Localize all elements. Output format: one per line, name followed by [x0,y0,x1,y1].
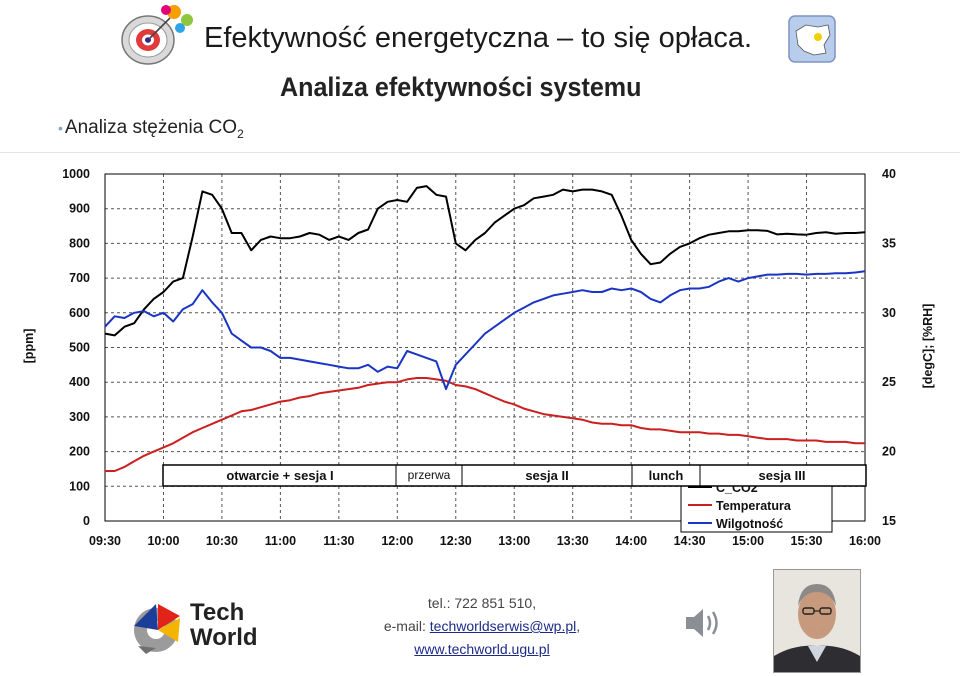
left-tick-label: 200 [69,445,90,459]
series-lines [104,185,866,472]
left-tick-label: 900 [69,202,90,216]
header-divider [0,152,960,153]
logo-line-world: World [190,624,258,651]
contact-phone: tel.: 722 851 510, [427,595,537,611]
right-tick-label: 40 [882,167,896,181]
series-line-temperature [105,377,865,472]
bullet-dot-icon: • [58,120,63,136]
legend-label-temperature: Temperatura [716,499,792,513]
left-tick-label: 400 [69,375,90,389]
x-tick-label: 12:30 [440,534,472,548]
left-axis-labels: 0 100 200 300 400 500 600 700 800 900 1000 [62,167,90,528]
right-tick-label: 30 [882,306,896,320]
x-tick-label: 12:00 [381,534,413,548]
left-tick-label: 600 [69,306,90,320]
right-tick-label: 25 [882,375,896,389]
co2-chart: 0 100 200 300 400 500 600 700 800 900 1000 15 20 25 3… [22,167,935,548]
page-title: Efektywność energetyczna – to się opłaca… [204,22,753,54]
plot-frame [104,173,866,522]
right-tick-label: 20 [882,445,896,459]
left-tick-label: 800 [69,236,90,250]
bullet-subscript: 2 [237,126,244,141]
left-tick-label: 700 [69,271,90,285]
right-tick-label: 35 [882,236,896,250]
email-prefix: e-mail: [383,618,430,634]
x-tick-label: 15:00 [732,534,764,548]
right-tick-label: 15 [882,514,896,528]
series-line-humidity [104,270,866,391]
speaker-photo [773,569,861,673]
logo-line-tech: Tech [190,599,245,626]
logo-text: Tech World [190,600,258,650]
session-lunch: lunch [649,468,684,483]
session-opening: otwarcie + sesja I [226,468,333,483]
left-tick-label: 500 [69,341,90,355]
x-tick-label: 10:00 [147,534,179,548]
person-photo-icon [774,570,860,672]
website-link[interactable]: www.techworld.ugu.pl [414,641,550,657]
left-tick-label: 0 [83,514,90,528]
left-tick-label: 1000 [62,167,90,181]
session-break: przerwa [408,468,451,482]
series-line-co2 [104,185,866,337]
left-axis-title: [ppm] [22,329,36,364]
x-tick-label: 09:30 [89,534,121,548]
right-axis-title: [degC]; [%RH] [921,304,935,389]
email-suffix: , [576,618,581,634]
x-tick-label: 15:30 [791,534,823,548]
contact-info: tel.: 722 851 510, e-mail: techworldserw… [372,592,592,661]
map-logo-icon [788,15,836,63]
session-three: sesja III [759,468,806,483]
speaker-icon[interactable] [683,605,723,641]
left-tick-label: 100 [69,479,90,493]
session-band: otwarcie + sesja I przerwa sesja II lunc… [162,464,867,487]
legend-label-humidity: Wilgotność [716,517,783,531]
x-tick-label: 14:00 [615,534,647,548]
x-tick-label: 13:00 [498,534,530,548]
x-axis-labels: 09:30 10:00 10:30 11:00 11:30 12:00 12:30 13:00… [89,534,881,548]
x-tick-label: 11:00 [265,534,296,548]
contact-email-line: e-mail: techworldserwis@wp.pl, [372,615,592,638]
email-link[interactable]: techworldserwis@wp.pl [429,618,577,634]
x-tick-label: 14:30 [674,534,706,548]
bullet-co2: • Analiza stężenia CO2 [58,117,244,141]
x-tick-label: 16:00 [849,534,881,548]
bullet-text: Analiza stężenia CO [64,117,238,138]
session-two: sesja II [525,468,568,483]
x-tick-label: 10:30 [206,534,238,548]
x-tick-label: 13:30 [557,534,589,548]
left-tick-label: 300 [69,410,90,424]
page-subtitle: Analiza efektywności systemu [280,72,642,102]
dartboard-logo-icon [121,5,193,65]
techworld-logo-icon [134,604,180,654]
right-axis-labels: 15 20 25 30 35 40 [882,167,896,528]
x-tick-label: 11:30 [323,534,354,548]
